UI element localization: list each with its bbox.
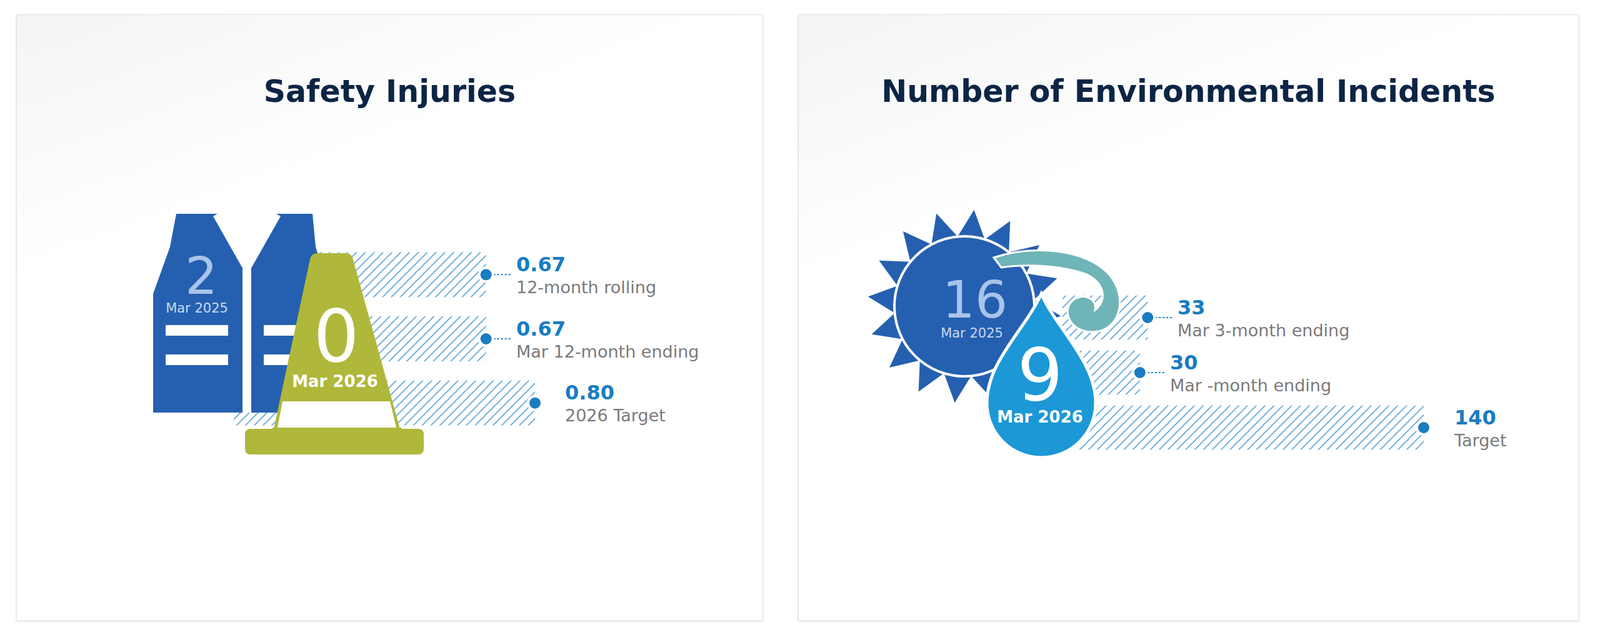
svg-text:Mar 2025: Mar 2025: [940, 325, 1004, 341]
svg-text:0: 0: [313, 294, 359, 379]
svg-text:0.67Mar 12-month ending: 0.67Mar 12-month ending: [516, 316, 699, 362]
svg-text:Mar 2025: Mar 2025: [165, 300, 229, 316]
svg-text:Mar 2026: Mar 2026: [996, 407, 1084, 427]
svg-text:0.802026 Target: 0.802026 Target: [565, 380, 666, 425]
svg-text:Mar 2026: Mar 2026: [291, 371, 379, 391]
svg-text:0.6712-month rolling: 0.6712-month rolling: [516, 252, 657, 297]
svg-text:33Mar 3-month ending: 33Mar 3-month ending: [1177, 295, 1350, 340]
html-text:Safety Injuries: Safety Injuries: [263, 73, 516, 110]
svg-text:2: 2: [185, 246, 218, 306]
svg-text:30Mar -month ending: 30Mar -month ending: [1170, 350, 1332, 395]
svg-text:9: 9: [1016, 333, 1063, 417]
svg-text:16: 16: [942, 270, 1008, 330]
html-text:Number of Environmental Incide: Number of Environmental Incidents: [881, 73, 1496, 110]
svg-text:140Target: 140Target: [1453, 405, 1507, 450]
